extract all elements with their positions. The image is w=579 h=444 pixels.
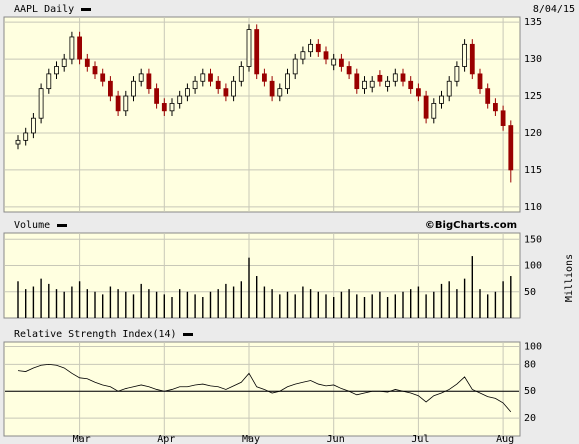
candle-body: [215, 80, 221, 90]
candle-body: [485, 88, 491, 104]
volume-panel: [3, 232, 521, 319]
legend-icon: [81, 8, 91, 11]
candle-body: [439, 95, 444, 104]
y-tick-label: 135: [524, 17, 542, 28]
candle-body: [254, 29, 260, 75]
candle-body: [331, 58, 337, 66]
candle-body: [192, 80, 198, 90]
candle-body: [92, 66, 98, 75]
candle-body: [200, 73, 206, 82]
candle-body: [261, 73, 267, 82]
candle-body: [161, 103, 167, 112]
candle-body: [338, 58, 344, 67]
candle-body: [277, 88, 283, 97]
candle-body: [208, 73, 213, 82]
y-tick-label: 50: [524, 386, 536, 397]
candle-body: [184, 88, 190, 97]
candle-body: [69, 36, 75, 60]
candle-body: [269, 80, 275, 97]
candle-body: [315, 43, 321, 53]
y-tick-label: 50: [524, 287, 536, 298]
candle-body: [77, 36, 82, 60]
candle-body: [100, 73, 106, 82]
y-tick-label: 125: [524, 91, 542, 102]
candle-body: [300, 51, 306, 60]
candle-body: [177, 95, 183, 104]
candle-body: [392, 73, 398, 82]
rsi-line: [17, 363, 512, 413]
candle-body: [231, 80, 237, 97]
candle-body: [38, 88, 44, 119]
candle-body: [492, 103, 498, 112]
candle-body: [362, 80, 367, 90]
x-tick-label: Aug: [496, 434, 514, 444]
candle-body: [292, 58, 298, 75]
candle-body: [61, 58, 67, 67]
candle-body: [115, 95, 121, 112]
candle-body: [477, 73, 483, 90]
candle-body: [400, 73, 406, 82]
candle-body: [285, 73, 290, 90]
candle-body: [431, 103, 437, 119]
y-tick-label: 110: [524, 202, 542, 213]
candle-body: [454, 66, 460, 82]
candle-body: [415, 88, 421, 97]
candle-body: [54, 66, 59, 75]
candle-body: [377, 74, 383, 82]
candle-body: [238, 66, 244, 82]
candle-body: [308, 43, 314, 53]
candle-body: [354, 73, 360, 90]
candle-body: [469, 43, 475, 75]
candle-body: [323, 51, 329, 60]
y-tick-label: 20: [524, 413, 536, 424]
candle-body: [15, 139, 21, 145]
candle-body: [246, 29, 252, 67]
legend-icon: [57, 224, 67, 227]
candle-body: [30, 117, 36, 134]
candle-body: [446, 80, 452, 97]
candle-body: [462, 43, 468, 67]
price-title: AAPL Daily: [14, 4, 74, 15]
y-tick-label: 130: [524, 54, 542, 65]
candle-body: [500, 110, 506, 126]
candle-body: [385, 80, 391, 87]
candle-body: [346, 66, 352, 75]
rsi-title: Relative Strength Index(14): [14, 329, 177, 340]
x-tick-label: Apr: [157, 434, 175, 444]
y-tick-label: 100: [524, 341, 542, 352]
candle-body: [108, 80, 113, 97]
candle-body: [508, 125, 514, 171]
candle-body: [146, 73, 152, 90]
volume-title: Volume: [14, 220, 50, 231]
y-tick-label: 150: [524, 234, 542, 245]
candle-body: [423, 95, 429, 119]
y-tick-label: 115: [524, 165, 542, 176]
candle-body: [138, 73, 144, 82]
candle-body: [169, 103, 175, 112]
candle-body: [369, 80, 375, 88]
candle-body: [408, 80, 414, 90]
x-tick-label: Jul: [411, 434, 429, 444]
candle-body: [154, 88, 160, 104]
watermark: ©BigCharts.com: [425, 220, 517, 231]
candle-body: [23, 132, 29, 141]
y-tick-label: 80: [524, 359, 536, 370]
date: 8/04/15: [533, 4, 575, 15]
x-tick-label: Mar: [73, 434, 91, 444]
volume-unit: Millions: [564, 254, 575, 302]
x-tick-label: Jun: [327, 434, 345, 444]
candle-body: [223, 88, 229, 97]
y-tick-label: 120: [524, 128, 542, 139]
candle-body: [46, 73, 52, 90]
legend-icon: [183, 333, 193, 336]
x-tick-label: May: [242, 434, 260, 444]
y-tick-label: 100: [524, 261, 542, 272]
candle-body: [123, 95, 129, 112]
candle-body: [84, 58, 90, 67]
candle-body: [131, 80, 136, 97]
